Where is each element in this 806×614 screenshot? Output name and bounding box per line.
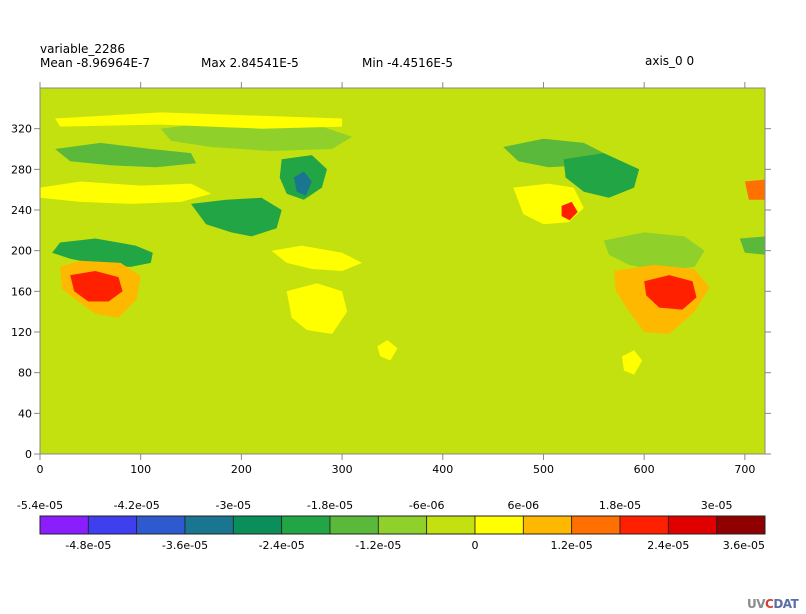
uvcdat-logo: UVCDAT <box>747 597 799 611</box>
y-tick-label: 280 <box>11 163 32 176</box>
colorbar-label-bottom: -3.6e-05 <box>162 539 208 552</box>
x-tick-label: 500 <box>533 463 554 476</box>
colorbar-swatch <box>329 515 379 535</box>
colorbar-label-top: 3e-05 <box>701 499 733 512</box>
colorbar-label-bottom: -1.2e-05 <box>355 539 401 552</box>
x-tick-label: 0 <box>37 463 44 476</box>
colorbar-swatch <box>571 515 621 535</box>
min-stat-label: Min -4.4516E-5 <box>362 56 453 70</box>
colorbar-swatch <box>281 515 331 535</box>
region-west-africa-edge <box>739 236 765 255</box>
colorbar-swatch <box>232 515 283 535</box>
variable-name-label: variable_2286 <box>40 42 125 56</box>
region-greenland-arctic-strip <box>55 112 343 129</box>
colorbar-swatch <box>39 515 89 535</box>
y-tick-label: 0 <box>25 448 32 461</box>
region-east-asia-core <box>293 171 312 196</box>
colorbar-swatch <box>474 515 524 535</box>
y-tick-label: 40 <box>18 407 32 420</box>
y-axis: 0 40 80 120 160 200 240 280 320 <box>11 123 771 461</box>
y-tick-label: 240 <box>11 204 32 217</box>
region-amazon <box>603 232 705 271</box>
region-patagonia <box>622 350 643 375</box>
map-regions <box>40 112 765 375</box>
x-tick-label: 300 <box>332 463 353 476</box>
region-africa-south-core <box>70 271 123 302</box>
colorbar-label-top: -1.8e-05 <box>307 499 353 512</box>
region-north-america-east <box>563 153 640 198</box>
colorbar-label-top: -5.4e-05 <box>17 499 63 512</box>
colorbar-swatch <box>716 515 766 535</box>
region-indonesia-pnp <box>271 245 363 271</box>
region-africa-tropics <box>52 238 153 267</box>
colorbar-label-bottom: 3.6e-05 <box>723 539 765 552</box>
colorbar-label-bottom: -2.4e-05 <box>259 539 305 552</box>
mean-stat-label: Mean -8.96964E-7 <box>40 56 151 70</box>
colorbar-swatch <box>87 515 138 535</box>
max-stat-label: Max 2.84541E-5 <box>201 56 299 70</box>
axis-info-label: axis_0 0 <box>645 54 695 68</box>
x-tick-label: 400 <box>432 463 453 476</box>
region-europe <box>55 142 197 168</box>
colorbar-label-bottom: 2.4e-05 <box>647 539 689 552</box>
x-tick-label: 200 <box>231 463 252 476</box>
colorbar-swatch <box>667 515 718 535</box>
colorbar-swatch <box>184 515 234 535</box>
region-australia <box>286 283 348 334</box>
colorbar-swatch <box>619 515 669 535</box>
colorbar-label-top: -3e-05 <box>215 499 251 512</box>
region-europe-edge <box>744 179 765 200</box>
region-new-zealand <box>377 340 398 361</box>
map-frame <box>39 87 766 455</box>
colorbar-label-bottom: 0 <box>472 539 479 552</box>
colorbar-swatch <box>377 515 428 535</box>
x-tick-label: 600 <box>634 463 655 476</box>
colorbar-label-top: 6e-06 <box>507 499 539 512</box>
colorbar-label-bottom: 1.2e-05 <box>551 539 593 552</box>
colorbar-frame <box>39 515 766 535</box>
colorbar-swatch <box>136 515 186 535</box>
x-tick-label: 700 <box>734 463 755 476</box>
y-tick-label: 200 <box>11 245 32 258</box>
colorbar-swatch <box>522 515 573 535</box>
y-tick-label: 320 <box>11 123 32 136</box>
colorbar-label-top: -4.2e-05 <box>114 499 160 512</box>
colorbar-label-top: -6e-06 <box>409 499 445 512</box>
x-tick-label: 100 <box>130 463 151 476</box>
colorbar-swatch <box>426 515 476 535</box>
y-tick-label: 160 <box>11 285 32 298</box>
region-india-southeast-asia <box>191 197 282 237</box>
x-axis: 0 100 200 300 400 500 600 700 <box>37 82 755 476</box>
colorbar-label-bottom: -4.8e-05 <box>65 539 111 552</box>
region-brazil-core <box>644 275 697 310</box>
y-tick-label: 120 <box>11 326 32 339</box>
y-tick-label: 80 <box>18 367 32 380</box>
region-mexico-core <box>561 201 578 221</box>
region-sahel-north <box>40 181 212 204</box>
colorbar-label-top: 1.8e-05 <box>599 499 641 512</box>
colorbar: -5.4e-05 -4.2e-05 -3e-05 -1.8e-05 -6e-06 6e-0… <box>17 499 766 552</box>
